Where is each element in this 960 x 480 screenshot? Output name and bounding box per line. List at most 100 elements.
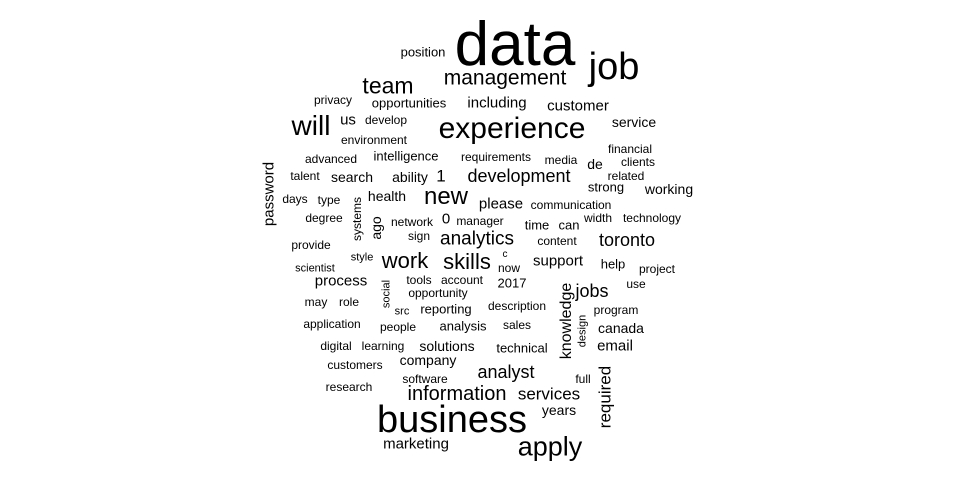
word-new: new bbox=[423, 183, 469, 210]
word-src: src bbox=[394, 305, 410, 318]
word-position: position bbox=[400, 44, 446, 60]
word-c: c bbox=[502, 249, 508, 260]
word-account: account bbox=[440, 273, 484, 287]
word-information: information bbox=[407, 383, 507, 405]
word-days: days bbox=[282, 192, 308, 206]
word-provide: provide bbox=[291, 238, 331, 252]
word-technology: technology bbox=[622, 211, 682, 225]
word-application: application bbox=[303, 317, 361, 331]
word-email: email bbox=[597, 337, 633, 355]
word-manager: manager bbox=[456, 214, 504, 228]
word-time: time bbox=[524, 217, 550, 233]
word-sign: sign bbox=[407, 229, 431, 243]
word-related: related bbox=[607, 169, 645, 183]
word-help: help bbox=[600, 256, 626, 272]
word-data: data bbox=[454, 10, 576, 79]
word-style: style bbox=[350, 251, 374, 264]
word-including: including bbox=[467, 94, 527, 112]
word-full: full bbox=[575, 372, 591, 386]
word-business: business bbox=[377, 399, 527, 441]
word-analytics: analytics bbox=[440, 228, 514, 250]
word-job: job bbox=[588, 46, 640, 88]
word-customer: customer bbox=[547, 97, 609, 115]
word-toronto: toronto bbox=[598, 230, 656, 250]
word-project: project bbox=[638, 262, 676, 276]
word-content: content bbox=[537, 234, 577, 248]
word-financial: financial bbox=[607, 142, 653, 156]
word-advanced: advanced bbox=[304, 152, 358, 166]
word-software: software bbox=[402, 372, 448, 386]
word-ability: ability bbox=[392, 169, 428, 185]
word-design: design bbox=[576, 314, 589, 348]
word-use: use bbox=[626, 277, 646, 291]
word-sales: sales bbox=[502, 318, 532, 332]
word-0: 0 bbox=[441, 210, 451, 228]
word-intelligence: intelligence bbox=[373, 148, 439, 164]
word-can: can bbox=[558, 217, 580, 233]
word-clients: clients bbox=[620, 155, 656, 169]
word-1: 1 bbox=[436, 166, 446, 186]
word-2017: 2017 bbox=[497, 275, 527, 291]
word-media: media bbox=[544, 153, 578, 167]
word-program: program bbox=[593, 303, 639, 317]
word-develop: develop bbox=[364, 113, 408, 127]
word-service: service bbox=[611, 114, 657, 130]
word-search: search bbox=[330, 169, 374, 185]
word-company: company bbox=[399, 352, 457, 368]
word-strong: strong bbox=[587, 179, 625, 195]
word-environment: environment bbox=[340, 133, 408, 147]
word-skills: skills bbox=[443, 249, 491, 274]
word-years: years bbox=[541, 402, 577, 418]
word-work: work bbox=[381, 248, 429, 273]
word-health: health bbox=[367, 188, 407, 204]
word-scientist: scientist bbox=[295, 262, 335, 275]
word-type: type bbox=[317, 193, 341, 207]
word-tools: tools bbox=[406, 273, 432, 287]
word-support: support bbox=[532, 252, 584, 270]
word-width: width bbox=[583, 211, 613, 225]
word-may: may bbox=[304, 295, 328, 309]
word-analysis: analysis bbox=[439, 318, 487, 334]
word-role: role bbox=[338, 295, 360, 309]
word-process: process bbox=[314, 272, 368, 290]
word-experience: experience bbox=[438, 112, 586, 145]
word-requirements: requirements bbox=[460, 150, 532, 164]
word-customers: customers bbox=[327, 358, 383, 372]
word-us: us bbox=[340, 111, 356, 129]
word-opportunities: opportunities bbox=[371, 95, 447, 111]
word-privacy: privacy bbox=[313, 93, 353, 107]
word-will: will bbox=[291, 110, 331, 141]
word-working: working bbox=[644, 181, 694, 197]
word-talent: talent bbox=[290, 169, 320, 183]
word-de: de bbox=[587, 156, 603, 172]
word-ago: ago bbox=[368, 216, 384, 240]
word-technical: technical bbox=[496, 340, 548, 356]
word-management: management bbox=[443, 66, 567, 90]
word-social: social bbox=[380, 279, 393, 309]
word-knowledge: knowledge bbox=[558, 282, 575, 360]
word-please: please bbox=[478, 195, 524, 213]
word-systems: systems bbox=[350, 196, 364, 242]
word-team: team bbox=[362, 72, 414, 99]
word-services: services bbox=[517, 384, 581, 404]
word-network: network bbox=[390, 215, 434, 229]
word-research: research bbox=[325, 380, 373, 394]
word-degree: degree bbox=[305, 211, 343, 225]
word-password: password bbox=[260, 161, 278, 227]
word-apply: apply bbox=[517, 431, 583, 462]
word-people: people bbox=[379, 320, 417, 334]
word-canada: canada bbox=[598, 320, 644, 336]
word-marketing: marketing bbox=[383, 435, 449, 453]
word-development: development bbox=[467, 166, 571, 186]
word-analyst: analyst bbox=[477, 362, 535, 382]
word-required: required bbox=[595, 365, 615, 429]
word-communication: communication bbox=[530, 198, 612, 212]
word-jobs: jobs bbox=[575, 281, 609, 301]
word-description: description bbox=[487, 299, 547, 313]
word-now: now bbox=[497, 261, 521, 275]
word-solutions: solutions bbox=[419, 338, 475, 354]
word-learning: learning bbox=[361, 339, 405, 353]
word-reporting: reporting bbox=[420, 301, 472, 317]
word-opportunity: opportunity bbox=[408, 286, 468, 300]
